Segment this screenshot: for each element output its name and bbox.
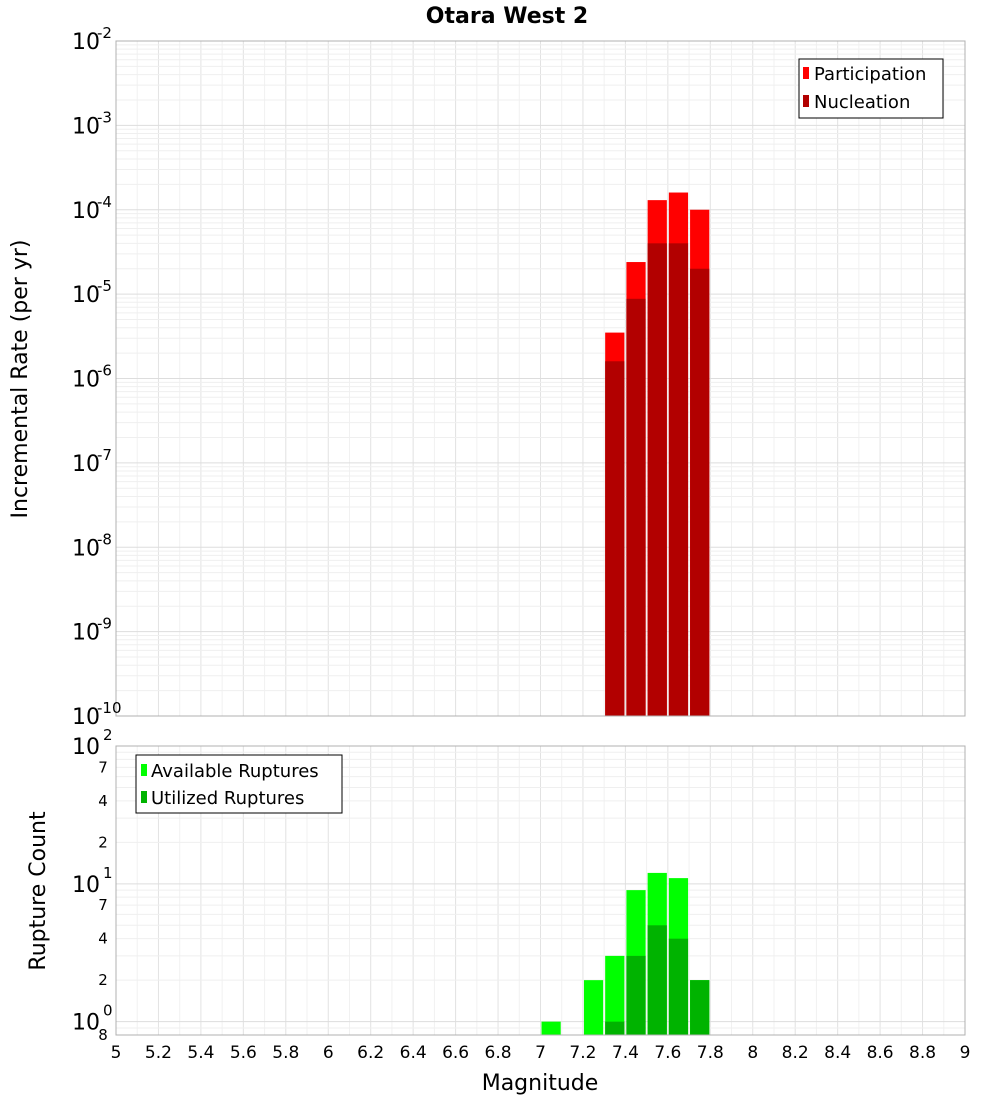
y-minor-tick-label: 2 — [98, 833, 108, 851]
x-tick-label: 8.2 — [782, 1043, 809, 1063]
y-minor-tick-label: 7 — [98, 896, 108, 914]
bottom-legend: Available Ruptures Utilized Ruptures — [135, 754, 343, 814]
y-tick-label: 10 — [72, 30, 100, 55]
legend-label-nucleation: Nucleation — [814, 92, 910, 113]
x-tick-labels: 5 5.2 5.4 5.6 5.8 6 6.2 6.4 6.6 6.8 7 7.2 7.4 7.6 7.8 8… — [111, 1043, 971, 1063]
chart-title: Otara West 2 — [426, 4, 588, 29]
legend-swatch-participation — [803, 67, 809, 79]
x-tick-label: 7.2 — [569, 1043, 596, 1063]
y-tick-label: 10 — [72, 873, 100, 898]
y-tick-exponent: 1 — [103, 864, 113, 882]
top-plot-border — [115, 40, 966, 717]
y-tick-exponent: -3 — [97, 108, 112, 126]
bottom-plot-border — [115, 745, 966, 1036]
legend-label-utilized: Utilized Ruptures — [151, 788, 304, 809]
x-tick-label: 6.4 — [400, 1043, 427, 1063]
bar-available-ruptures — [541, 1021, 561, 1035]
x-tick-label: 8.8 — [909, 1043, 936, 1063]
x-tick-label: 5.6 — [230, 1043, 257, 1063]
y-minor-tick-label: 7 — [98, 758, 108, 776]
x-tick-label: 6 — [323, 1043, 334, 1063]
top-y-tick-labels: 10-210-310-410-510-610-710-810-910-10 — [72, 24, 122, 730]
y-tick-label: 10 — [72, 199, 100, 224]
top-y-axis-label: Incremental Rate (per yr) — [8, 240, 33, 519]
y-tick-exponent: -4 — [97, 193, 112, 211]
y-minor-tick-label: 2 — [98, 971, 108, 989]
x-tick-label: 5 — [111, 1043, 122, 1063]
y-minor-tick-label: 4 — [98, 792, 108, 810]
y-tick-label: 10 — [72, 1011, 100, 1036]
bottom-legend-box — [135, 754, 343, 814]
y-tick-exponent: -8 — [97, 530, 112, 548]
y-tick-label: 10 — [72, 536, 100, 561]
x-tick-label: 8.6 — [867, 1043, 894, 1063]
x-tick-label: 5.2 — [145, 1043, 172, 1063]
y-tick-label: 10 — [72, 621, 100, 646]
x-axis-label: Magnitude — [482, 1071, 599, 1096]
y-tick-exponent: -5 — [97, 277, 112, 295]
x-tick-label: 6.6 — [442, 1043, 469, 1063]
y-tick-exponent: -9 — [97, 615, 112, 633]
bar-available-ruptures — [583, 980, 604, 1035]
bar-utilized-ruptures — [605, 1021, 625, 1035]
y-minor-tick-label: 4 — [98, 930, 108, 948]
x-tick-label: 5.8 — [272, 1043, 299, 1063]
bar-nucleation — [647, 243, 667, 717]
legend-swatch-utilized — [141, 791, 147, 803]
y-tick-exponent: -10 — [97, 699, 122, 717]
bottom-y-axis-label: Rupture Count — [26, 811, 51, 971]
top-bars — [605, 192, 710, 717]
y-tick-label: 10 — [72, 705, 100, 730]
y-tick-label: 10 — [72, 283, 100, 308]
y-tick-exponent: -2 — [97, 24, 112, 42]
y-tick-exponent: 2 — [103, 726, 113, 744]
x-tick-label: 6.2 — [357, 1043, 384, 1063]
bar-nucleation — [605, 361, 625, 716]
legend-swatch-nucleation — [803, 95, 809, 107]
x-tick-label: 6.8 — [485, 1043, 512, 1063]
y-tick-label: 10 — [72, 452, 100, 477]
y-tick-exponent: -6 — [97, 362, 112, 380]
y-tick-exponent: -7 — [97, 446, 112, 464]
y-tick-label: 10 — [72, 368, 100, 393]
bar-nucleation — [668, 243, 689, 717]
x-tick-label: 9 — [960, 1043, 971, 1063]
top-legend-box — [798, 58, 944, 119]
bar-available-ruptures — [605, 955, 625, 1035]
legend-label-available: Available Ruptures — [151, 761, 319, 782]
bar-nucleation — [626, 298, 646, 716]
x-tick-label: 8.4 — [824, 1043, 851, 1063]
y-tick-exponent: 0 — [103, 1002, 113, 1020]
y-tick-label: 10 — [72, 114, 100, 139]
x-tick-label: 7 — [535, 1043, 546, 1063]
bar-nucleation — [690, 268, 710, 716]
bar-utilized-ruptures — [690, 980, 710, 1035]
x-tick-label: 7.6 — [654, 1043, 681, 1063]
x-tick-label: 8 — [747, 1043, 758, 1063]
x-tick-label: 7.8 — [697, 1043, 724, 1063]
x-tick-label: 5.4 — [187, 1043, 214, 1063]
bar-utilized-ruptures — [647, 925, 667, 1035]
top-grid — [115, 41, 966, 717]
y-minor-tick-label: 8 — [98, 1026, 108, 1044]
bar-utilized-ruptures — [626, 955, 646, 1035]
legend-label-participation: Participation — [814, 64, 926, 85]
legend-swatch-available — [141, 764, 147, 776]
y-tick-label: 10 — [72, 735, 100, 760]
top-legend: Participation Nucleation — [798, 58, 944, 119]
bottom-bars — [541, 872, 710, 1035]
bar-utilized-ruptures — [668, 938, 689, 1035]
x-tick-label: 7.4 — [612, 1043, 639, 1063]
